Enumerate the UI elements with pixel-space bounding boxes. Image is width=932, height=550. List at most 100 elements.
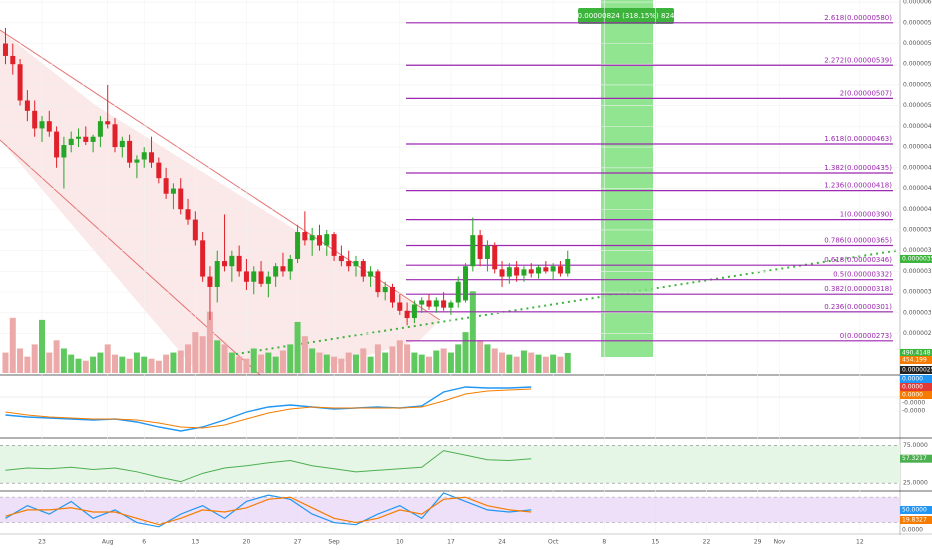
x-tick-label: 6: [142, 539, 146, 546]
candle-body: [170, 188, 176, 194]
volume-bar: [133, 352, 140, 373]
candle-body: [192, 219, 198, 241]
volume-bar: [228, 352, 235, 373]
volume-bar: [404, 344, 411, 373]
volume-bar: [520, 350, 527, 373]
candle-body: [565, 258, 571, 274]
volume-bar: [279, 350, 286, 373]
volume-bar: [323, 354, 330, 373]
candle-body: [411, 304, 417, 319]
candle-body: [295, 232, 301, 259]
candle-body: [514, 267, 520, 276]
candle-body: [389, 286, 395, 303]
candle-body: [185, 209, 191, 220]
volume-bar: [24, 356, 31, 373]
candle-body: [346, 261, 352, 267]
fib-label: 1(0.00000390): [840, 211, 892, 219]
y-tick-label: 0.00000540: [903, 61, 932, 68]
volume-bar: [90, 356, 97, 373]
candle-body: [375, 271, 381, 293]
candle-body: [119, 140, 125, 148]
volume-bar: [462, 332, 469, 373]
volume-bar: [528, 352, 535, 373]
candle-body: [10, 55, 16, 65]
candle-body: [550, 266, 556, 272]
candle-body: [214, 261, 220, 287]
candle-body: [441, 300, 447, 308]
candle-body: [557, 266, 563, 274]
candle-body: [382, 286, 388, 293]
volume-bar: [53, 340, 60, 373]
badge: [900, 383, 932, 391]
stoch-line: [5, 492, 532, 528]
y-tick-label: 0.00000320: [903, 289, 932, 296]
fib-label: 2.272(0.00000539): [824, 56, 892, 64]
candle-body: [2, 43, 8, 56]
volume-bar: [185, 344, 192, 373]
volume-bar: [163, 354, 170, 373]
y-tick-label: 0.00000600: [903, 0, 932, 6]
fib-label: 0(0.00000273): [840, 332, 892, 340]
macd-label: 0.0000: [902, 392, 923, 399]
volume-bar: [542, 356, 549, 373]
volume-bar: [535, 354, 542, 373]
candle-body: [200, 240, 206, 277]
candle-body: [207, 276, 213, 287]
badge: [900, 391, 932, 399]
rsi-band: [0, 445, 900, 484]
candle-body: [127, 140, 133, 163]
badge: [900, 356, 932, 364]
volume-bar: [46, 352, 53, 373]
volume-bar: [31, 344, 38, 373]
volume-bar: [469, 291, 476, 373]
volume-bar: [287, 344, 294, 373]
volume-bar: [360, 348, 367, 373]
candle-body: [178, 188, 184, 210]
volume-bar: [345, 352, 352, 373]
badge: [900, 506, 932, 514]
trend-line: [229, 249, 901, 356]
candle-body: [112, 124, 118, 148]
y-tick-label: 0.00000480: [903, 123, 932, 130]
target-label: 0.00000824 (318.15%) 824: [578, 12, 675, 20]
volume-bar: [82, 360, 89, 373]
candle-body: [75, 136, 81, 139]
volume-bar: [477, 340, 484, 373]
badge: [900, 254, 932, 263]
stoch-label: 19.8327: [902, 517, 927, 524]
stoch-band: [0, 497, 900, 523]
volume-bar: [265, 352, 272, 373]
volume-bar: [97, 352, 104, 373]
fib-label: 2(0.00000507): [840, 89, 892, 97]
x-tick-label: Nov: [774, 539, 786, 546]
rsi-band-label: 75.0000: [903, 442, 928, 449]
macd-label: 0.0000: [902, 384, 923, 391]
x-tick-label: 27: [294, 539, 302, 546]
stoch-label: 50.0000: [902, 507, 927, 514]
candle-body: [149, 152, 155, 163]
volume-bar: [433, 350, 440, 373]
x-tick-label: Aug: [102, 539, 114, 546]
rsi-band-label: 25.0000: [903, 480, 928, 487]
y-tick-label: 0.00000380: [903, 226, 932, 233]
candle-body: [404, 310, 410, 319]
target-zone: [601, 0, 653, 357]
x-tick-label: 17: [447, 539, 455, 546]
candle-body: [46, 121, 52, 132]
volume-bar: [199, 336, 206, 373]
candle-body: [39, 121, 45, 129]
badge-label: 490.4148: [902, 349, 931, 356]
x-tick-label: 12: [856, 539, 864, 546]
volume-bar: [331, 356, 338, 373]
volume-bar: [440, 348, 447, 373]
volume-bar: [75, 358, 82, 373]
y-tick-label: 0.00000280: [903, 330, 932, 337]
candle-body: [419, 300, 425, 305]
candle-body: [324, 234, 330, 246]
volume-bar: [382, 352, 389, 373]
candle-body: [222, 261, 228, 267]
x-tick-label: 10: [396, 539, 404, 546]
y-tick-label: 0.00000560: [903, 40, 932, 47]
x-tick-label: 15: [652, 539, 660, 546]
candle-body: [397, 302, 403, 311]
